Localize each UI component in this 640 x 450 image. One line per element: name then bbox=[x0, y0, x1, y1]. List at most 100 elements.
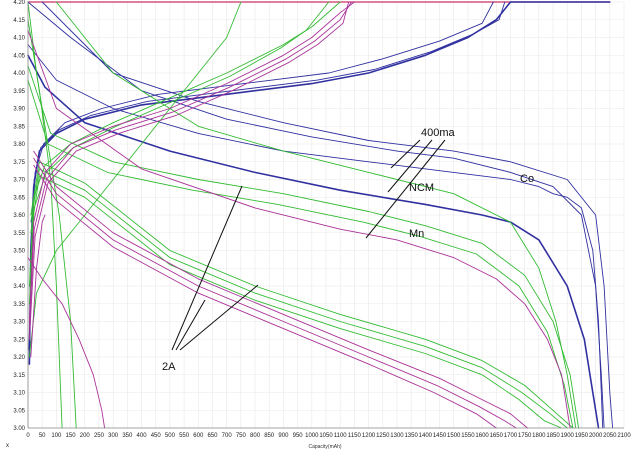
series-line-ncm-13 bbox=[28, 1, 341, 287]
x-tick-label: 1250 bbox=[376, 433, 390, 439]
leader-400ma-co bbox=[390, 139, 421, 169]
y-tick-label: 4.00 bbox=[13, 71, 25, 77]
y-tick-label: 3.85 bbox=[13, 124, 25, 130]
series-line-co-5 bbox=[28, 1, 494, 351]
y-tick-label: 4.15 bbox=[13, 18, 25, 24]
grid bbox=[27, 1, 625, 429]
series-line-mn-23 bbox=[28, 1, 355, 322]
x-tick-label: 300 bbox=[108, 433, 119, 439]
x-tick-label: 1350 bbox=[404, 433, 418, 439]
x-tick-label: 700 bbox=[222, 433, 233, 439]
x-tick-label: 250 bbox=[94, 433, 105, 439]
x-tick-label: 1700 bbox=[504, 433, 518, 439]
series-line-co-2 bbox=[27, 54, 600, 429]
y-tick-label: 4.05 bbox=[13, 53, 25, 59]
y-tick-label: 3.65 bbox=[13, 195, 25, 201]
y-tick-label: 3.05 bbox=[13, 408, 25, 414]
label-ncm: NCM bbox=[409, 182, 434, 194]
x-tick-label: 800 bbox=[250, 433, 261, 439]
y-tick-label: 3.55 bbox=[13, 231, 25, 237]
series-line-mn-19 bbox=[27, 29, 571, 429]
label-co: Co bbox=[520, 173, 534, 185]
x-tick-label: 1000 bbox=[305, 433, 319, 439]
x-tick-label: 550 bbox=[179, 433, 190, 439]
x-tick-label: 600 bbox=[193, 433, 204, 439]
x-tick-label: 100 bbox=[51, 433, 62, 439]
x-tick-label: 150 bbox=[66, 433, 77, 439]
y-tick-label: 3.30 bbox=[13, 320, 25, 326]
x-tick-label: 1900 bbox=[561, 433, 575, 439]
leader-400ma-ncm bbox=[387, 139, 433, 193]
x-tick-label: 750 bbox=[236, 433, 247, 439]
series-line-ncm-8 bbox=[27, 65, 580, 429]
label-400ma: 400ma bbox=[421, 127, 456, 139]
series-layer bbox=[27, 1, 614, 429]
tick-labels: 0 50 100 150 200 250 300 350 400 450 500 550 600 650 7… bbox=[13, 0, 631, 439]
x-tick-label: 1050 bbox=[319, 433, 333, 439]
x-tick-label: 1150 bbox=[348, 433, 362, 439]
series-line-ncm-11 bbox=[30, 168, 568, 429]
y-tick-label: 3.80 bbox=[13, 142, 25, 148]
y-tick-label: 3.20 bbox=[13, 355, 25, 361]
y-tick-label: 3.95 bbox=[13, 89, 25, 95]
leader-2a-1 bbox=[171, 185, 243, 351]
series-line-ncm-10 bbox=[30, 161, 574, 429]
x-axis-title: Capacity(mAh) bbox=[308, 444, 341, 450]
x-tick-label: 2050 bbox=[603, 433, 617, 439]
corner-label: x bbox=[6, 443, 9, 449]
x-tick-label: 1300 bbox=[390, 433, 404, 439]
x-tick-label: 850 bbox=[264, 433, 275, 439]
x-tick-label: 1950 bbox=[575, 433, 589, 439]
x-tick-label: 500 bbox=[165, 433, 176, 439]
label-mn: Mn bbox=[409, 228, 424, 240]
x-tick-label: 900 bbox=[278, 433, 289, 439]
y-tick-label: 3.10 bbox=[13, 391, 25, 397]
y-tick-label: 3.90 bbox=[13, 107, 25, 113]
series-line-mn-24 bbox=[28, 1, 352, 330]
x-tick-label: 1650 bbox=[490, 433, 504, 439]
label-2a: 2A bbox=[162, 361, 176, 373]
series-line-mn-20 bbox=[33, 150, 528, 429]
series-line-ncm-9 bbox=[27, 79, 574, 429]
x-tick-label: 350 bbox=[122, 433, 133, 439]
x-tick-label: 1800 bbox=[532, 433, 546, 439]
annotation-layer bbox=[171, 139, 446, 351]
series-line-mn-26 bbox=[27, 257, 106, 429]
x-tick-label: 0 bbox=[26, 433, 30, 439]
x-tick-label: 1750 bbox=[518, 433, 532, 439]
series-line-ncm-17 bbox=[28, 1, 242, 358]
series-line-co-1 bbox=[27, 44, 604, 429]
x-tick-label: 1850 bbox=[546, 433, 560, 439]
x-tick-label: 1600 bbox=[475, 433, 489, 439]
x-tick-label: 950 bbox=[293, 433, 304, 439]
series-line-ncm-12 bbox=[30, 175, 563, 429]
y-tick-label: 3.50 bbox=[13, 249, 25, 255]
x-tick-label: 650 bbox=[207, 433, 218, 439]
y-tick-label: 3.35 bbox=[13, 302, 25, 308]
y-tick-label: 3.25 bbox=[13, 337, 25, 343]
x-tick-label: 2000 bbox=[589, 433, 603, 439]
y-tick-label: 3.70 bbox=[13, 178, 25, 184]
x-tick-label: 1400 bbox=[419, 433, 433, 439]
y-tick-label: 3.45 bbox=[13, 266, 25, 272]
y-tick-label: 4.10 bbox=[13, 36, 25, 42]
y-tick-label: 3.40 bbox=[13, 284, 25, 290]
x-tick-label: 50 bbox=[39, 433, 46, 439]
series-line-mn-21 bbox=[33, 157, 517, 429]
series-line-mn-27 bbox=[30, 214, 46, 358]
y-tick-label: 3.00 bbox=[13, 426, 25, 432]
series-line-ncm-14 bbox=[28, 1, 330, 305]
axes bbox=[27, 2, 624, 429]
y-tick-label: 3.60 bbox=[13, 213, 25, 219]
x-tick-label: 1100 bbox=[334, 433, 348, 439]
x-tick-label: 200 bbox=[80, 433, 91, 439]
x-tick-label: 400 bbox=[137, 433, 148, 439]
x-tick-label: 1200 bbox=[362, 433, 376, 439]
x-tick-label: 1450 bbox=[433, 433, 447, 439]
leader-2a-2 bbox=[175, 299, 206, 351]
x-tick-label: 2100 bbox=[617, 433, 631, 439]
y-tick-label: 4.20 bbox=[13, 0, 25, 6]
leader-2a-3 bbox=[179, 284, 259, 351]
series-line-mn-25 bbox=[28, 1, 350, 340]
